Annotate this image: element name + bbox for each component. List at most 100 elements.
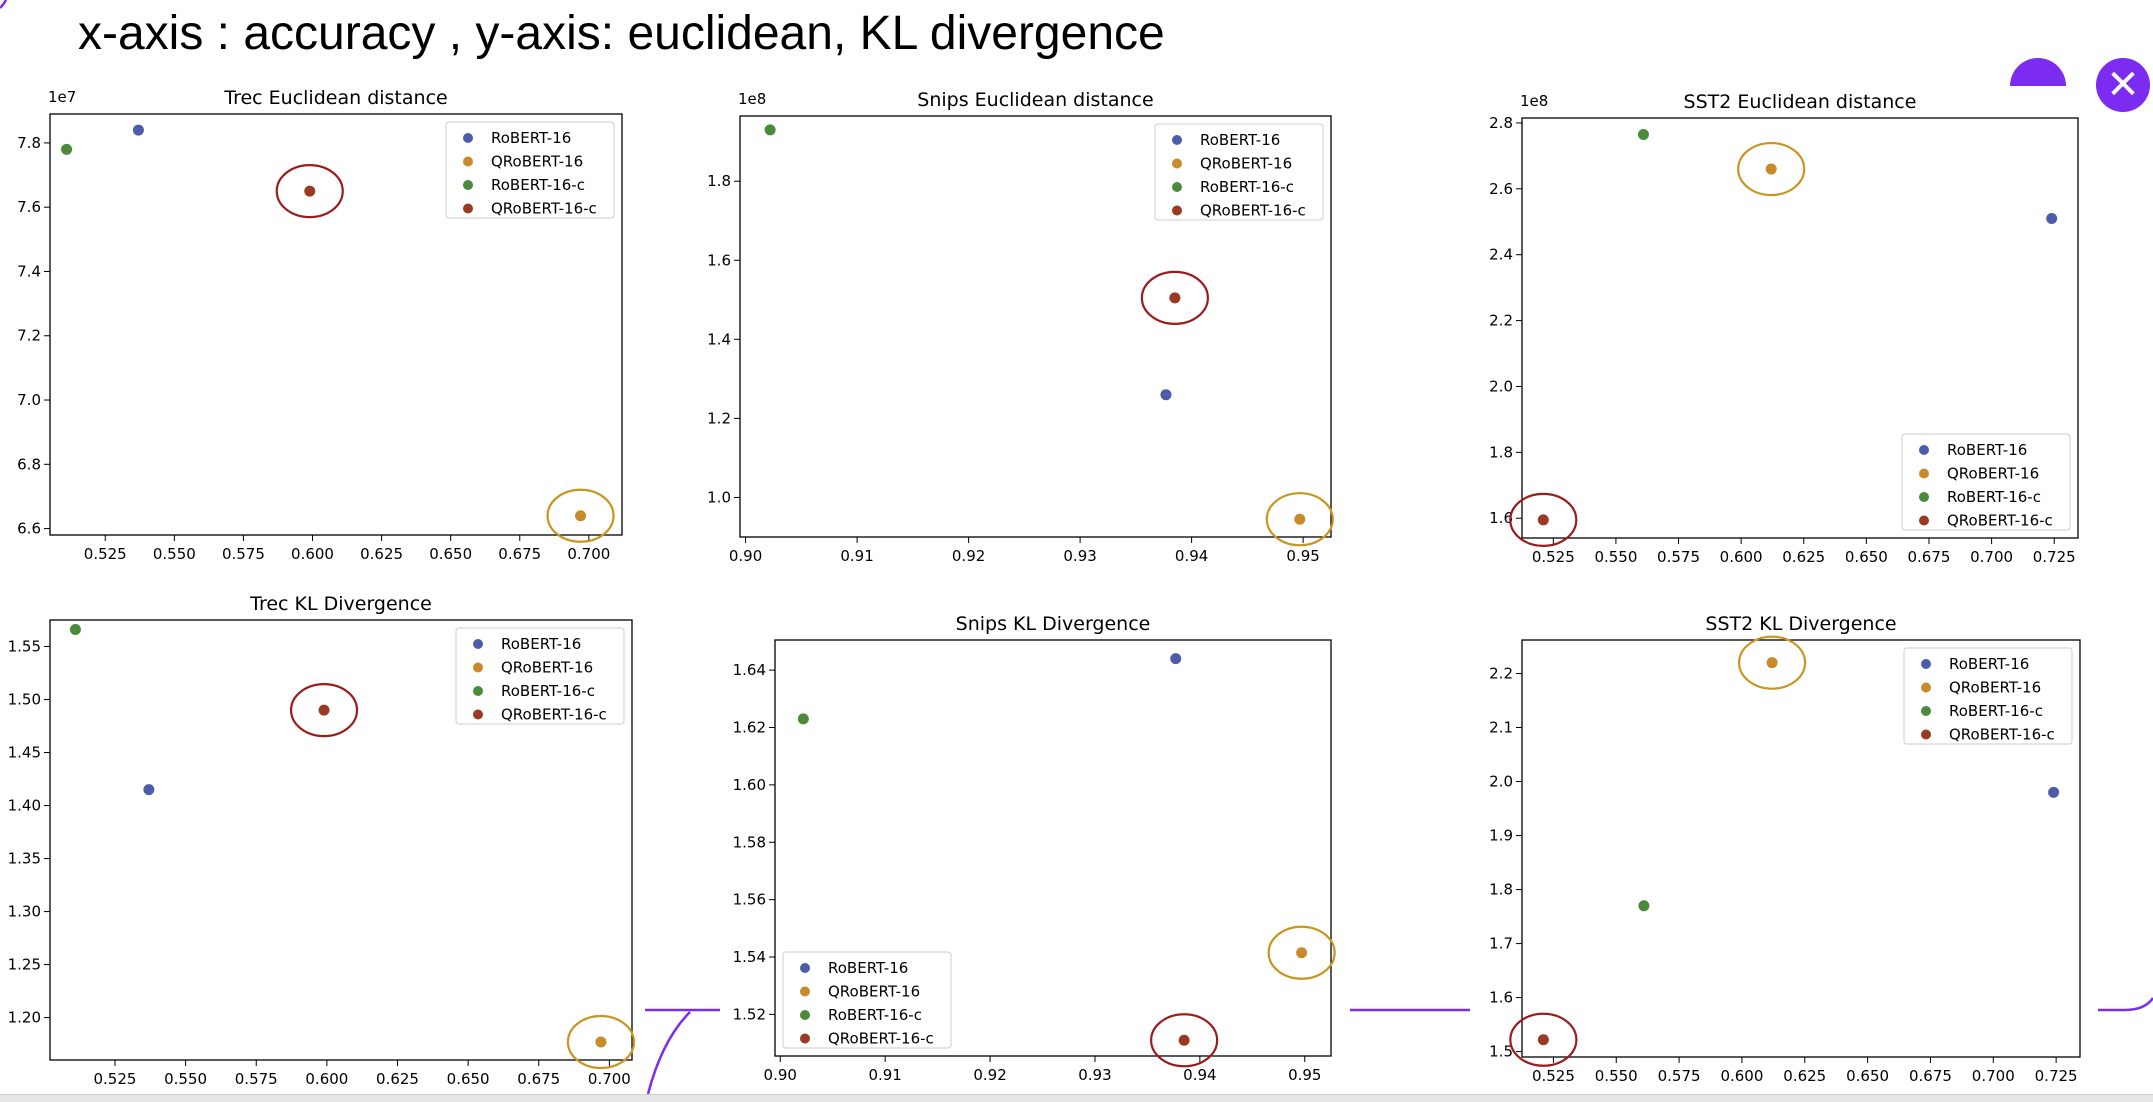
x-tick-label: 0.550 <box>164 1070 207 1088</box>
legend-marker <box>473 686 483 696</box>
x-tick-label: 0.550 <box>1595 1067 1638 1085</box>
y-tick-label: 1.2 <box>707 409 731 427</box>
highlight-ellipse <box>275 164 344 219</box>
x-tick-label: 0.550 <box>1594 548 1637 566</box>
x-tick-label: 0.94 <box>1183 1066 1216 1084</box>
highlight-ellipse <box>1267 925 1336 980</box>
y-tick-label: 1.8 <box>1489 881 1513 899</box>
chart-panel-6: SST2 KL Divergence 0.525 0.550 0.575 0.600 0.… <box>1489 613 2081 1085</box>
x-tick-label: 0.525 <box>1532 1067 1575 1085</box>
x-tick-label: 0.700 <box>567 545 610 563</box>
data-point-qrobert-16-c <box>1537 514 1549 526</box>
data-point-qrobert-16-c <box>318 704 330 716</box>
y-tick-label: 7.2 <box>17 327 41 345</box>
legend-label: QRoBERT-16 <box>1947 465 2039 483</box>
highlight-ellipse <box>1737 635 1807 690</box>
legend-marker <box>800 1033 810 1044</box>
chart-panel-2: Snips Euclidean distance 1e8 0.90 0.91 0.92 0… <box>707 89 1334 565</box>
legend-marker <box>473 639 483 649</box>
highlight-ellipse <box>1737 141 1806 197</box>
y-tick-label: 1.8 <box>707 172 731 190</box>
slide-title: x-axis : accuracy , y-axis: euclidean, K… <box>78 7 1165 60</box>
y-tick-label: 1.52 <box>733 1005 766 1023</box>
legend-marker <box>1919 468 1929 479</box>
y-tick-label: 1.64 <box>733 661 766 679</box>
x-tick-label: 0.600 <box>1720 1067 1763 1085</box>
highlight-ellipse <box>289 683 359 738</box>
legend: RoBERT-16 QRoBERT-16 RoBERT-16-c QRoBERT-16… <box>782 951 952 1049</box>
data-point-robert-16-c <box>61 143 73 155</box>
x-tick-label: 0.91 <box>868 1066 901 1084</box>
legend-marker <box>1172 158 1182 169</box>
legend-label: QRoBERT-16 <box>828 983 920 1001</box>
data-point-robert-16 <box>2046 212 2058 224</box>
data-point-robert-16 <box>2048 786 2060 798</box>
legend-marker <box>800 963 810 973</box>
x-tick-label: 0.725 <box>2033 548 2076 566</box>
y-tick-label: 1.5 <box>1489 1043 1513 1061</box>
x-tick-label: 0.700 <box>588 1070 631 1088</box>
legend-label: RoBERT-16-c <box>828 1006 922 1024</box>
y-tick-label: 1.6 <box>707 251 731 269</box>
axis-offset-label: 1e7 <box>48 88 76 106</box>
x-tick-label: 0.625 <box>1783 1067 1826 1085</box>
y-tick-label: 2.1 <box>1489 719 1513 737</box>
data-point-qrobert-16 <box>1294 513 1306 525</box>
legend: RoBERT-16 QRoBERT-16 RoBERT-16-c QRoBERT-16… <box>1903 647 2073 745</box>
legend-marker <box>473 662 483 673</box>
window-bottom-edge <box>0 1094 2153 1102</box>
legend: RoBERT-16 QRoBERT-16 RoBERT-16-c QRoBERT-16… <box>1901 433 2071 531</box>
x-tick-label: 0.625 <box>360 545 403 563</box>
legend-label: QRoBERT-16 <box>491 153 583 171</box>
legend-label: QRoBERT-16-c <box>1947 512 2053 530</box>
legend-label: RoBERT-16 <box>1949 655 2029 673</box>
legend-label: RoBERT-16 <box>828 959 908 977</box>
axis-offset-label: 1e8 <box>1520 92 1548 110</box>
x-tick-label: 0.650 <box>1846 1067 1889 1085</box>
close-icon[interactable]: ✕ <box>2096 58 2150 112</box>
x-tick-label: 0.94 <box>1175 547 1208 565</box>
legend-label: QRoBERT-16-c <box>828 1030 934 1048</box>
y-tick-label: 1.30 <box>8 903 41 921</box>
data-point-robert-16-c <box>1637 128 1649 140</box>
x-tick-label: 0.90 <box>729 547 762 565</box>
legend-marker <box>800 1010 810 1020</box>
legend-marker <box>1921 682 1931 693</box>
y-tick-label: 1.9 <box>1489 827 1513 845</box>
legend-marker <box>463 203 473 214</box>
x-tick-label: 0.575 <box>235 1070 278 1088</box>
legend-label: RoBERT-16 <box>501 635 581 653</box>
legend-label: QRoBERT-16 <box>1949 679 2041 697</box>
y-tick-label: 7.6 <box>17 198 41 216</box>
axes-frame <box>739 115 1332 538</box>
highlight-ellipse <box>1150 1013 1219 1068</box>
data-point-qrobert-16 <box>595 1036 607 1048</box>
legend-label: QRoBERT-16-c <box>501 706 607 724</box>
highlight-ellipse <box>1140 270 1209 325</box>
y-tick-label: 1.62 <box>733 719 766 737</box>
x-tick-label: 0.675 <box>1908 548 1951 566</box>
highlight-ellipse <box>1509 1012 1578 1067</box>
y-tick-label: 2.2 <box>1489 664 1513 682</box>
highlight-ellipse <box>566 1014 636 1070</box>
y-tick-label: 1.7 <box>1489 935 1513 953</box>
legend-marker <box>800 986 810 997</box>
y-tick-label: 1.6 <box>1489 989 1513 1007</box>
legend-frame <box>445 121 615 219</box>
chart-title: Snips KL Divergence <box>956 613 1151 635</box>
x-tick-label: 0.95 <box>1286 547 1319 565</box>
y-tick-label: 6.8 <box>17 455 41 473</box>
data-point-robert-16-c <box>797 713 809 725</box>
highlight-ellipse <box>1509 492 1578 547</box>
y-tick-label: 1.20 <box>8 1009 41 1027</box>
y-tick-label: 1.40 <box>8 797 41 815</box>
legend-label: RoBERT-16-c <box>1947 488 2041 506</box>
x-tick-label: 0.600 <box>291 545 334 563</box>
x-tick-label: 0.625 <box>376 1070 419 1088</box>
data-point-qrobert-16-c <box>1178 1034 1190 1046</box>
y-tick-label: 1.60 <box>733 776 766 794</box>
y-tick-label: 1.25 <box>8 956 41 974</box>
y-tick-label: 1.56 <box>733 891 766 909</box>
y-tick-label: 1.4 <box>707 330 731 348</box>
